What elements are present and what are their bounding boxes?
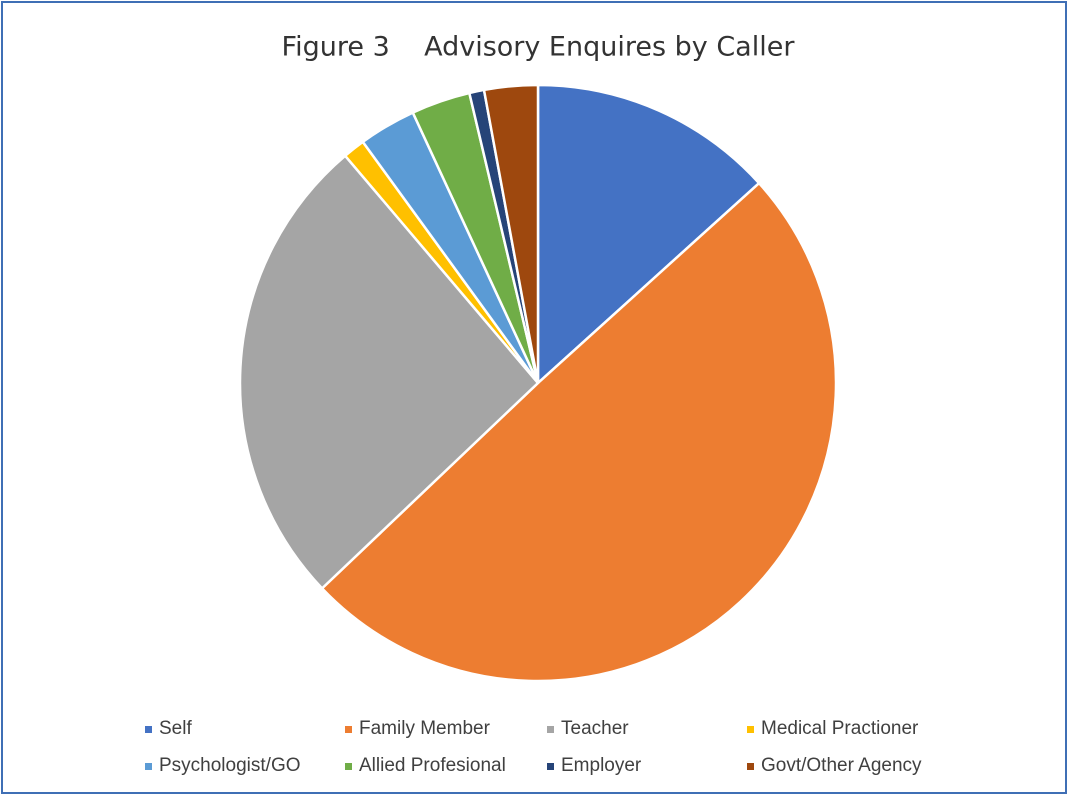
legend-label: Psychologist/GO (159, 755, 301, 776)
legend-swatch (145, 763, 152, 770)
legend-label: Govt/Other Agency (761, 755, 922, 776)
pie-slice (238, 154, 540, 591)
legend-swatch (345, 726, 352, 733)
legend-label: Family Member (359, 718, 491, 739)
legend-swatch (145, 726, 152, 733)
legend-label: Self (159, 718, 192, 739)
legend-label: Teacher (561, 718, 629, 739)
legend-swatch (547, 763, 554, 770)
legend-swatch (747, 763, 754, 770)
legend-label: Allied Profesional (359, 755, 506, 776)
legend-swatch (747, 726, 754, 733)
legend-label: Employer (561, 755, 642, 776)
legend-label: Medical Practioner (761, 718, 919, 739)
pie-slice (482, 83, 540, 384)
legend-swatch (345, 763, 352, 770)
chart-title: Figure 3 Advisory Enquires by Caller (282, 32, 796, 63)
pie-slice (536, 83, 761, 386)
pie-slice (320, 181, 838, 683)
legend-swatch (547, 726, 554, 733)
